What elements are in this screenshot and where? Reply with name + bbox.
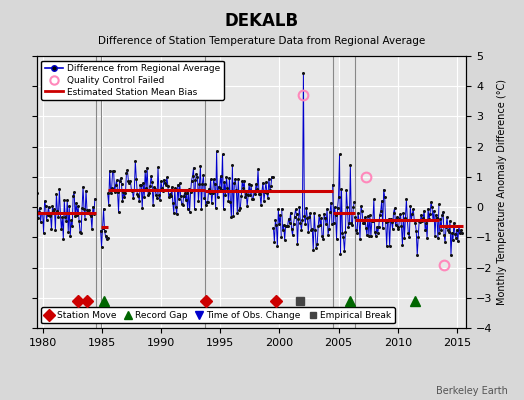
Y-axis label: Monthly Temperature Anomaly Difference (°C): Monthly Temperature Anomaly Difference (… [497,79,507,305]
Text: Berkeley Earth: Berkeley Earth [436,386,508,396]
Text: Difference of Station Temperature Data from Regional Average: Difference of Station Temperature Data f… [99,36,425,46]
Text: DEKALB: DEKALB [225,12,299,30]
Legend: Station Move, Record Gap, Time of Obs. Change, Empirical Break: Station Move, Record Gap, Time of Obs. C… [41,307,395,324]
